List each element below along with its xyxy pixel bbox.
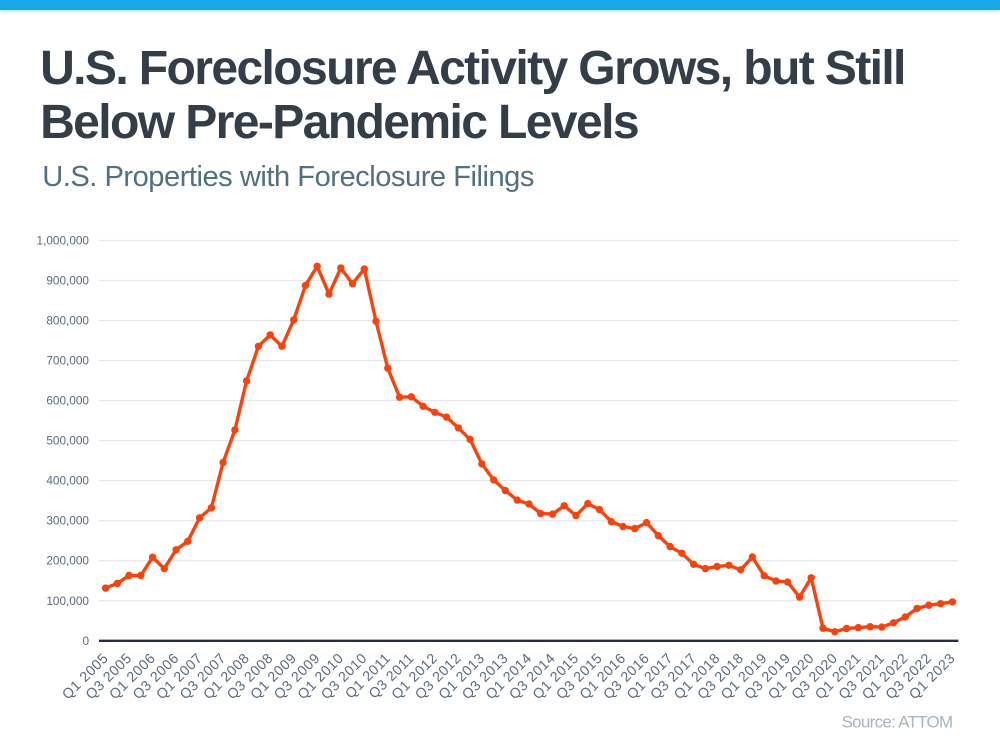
svg-text:1,000,000: 1,000,000 xyxy=(37,233,90,247)
svg-text:100,000: 100,000 xyxy=(46,594,89,608)
svg-text:500,000: 500,000 xyxy=(46,434,89,448)
svg-text:200,000: 200,000 xyxy=(46,554,89,568)
svg-text:Source: ATTOM: Source: ATTOM xyxy=(842,712,953,731)
svg-text:0: 0 xyxy=(82,634,89,648)
svg-text:300,000: 300,000 xyxy=(46,514,89,528)
svg-text:600,000: 600,000 xyxy=(46,394,89,408)
svg-text:900,000: 900,000 xyxy=(46,273,89,287)
svg-text:800,000: 800,000 xyxy=(46,314,89,328)
svg-text:400,000: 400,000 xyxy=(46,474,89,488)
svg-text:700,000: 700,000 xyxy=(46,354,89,368)
